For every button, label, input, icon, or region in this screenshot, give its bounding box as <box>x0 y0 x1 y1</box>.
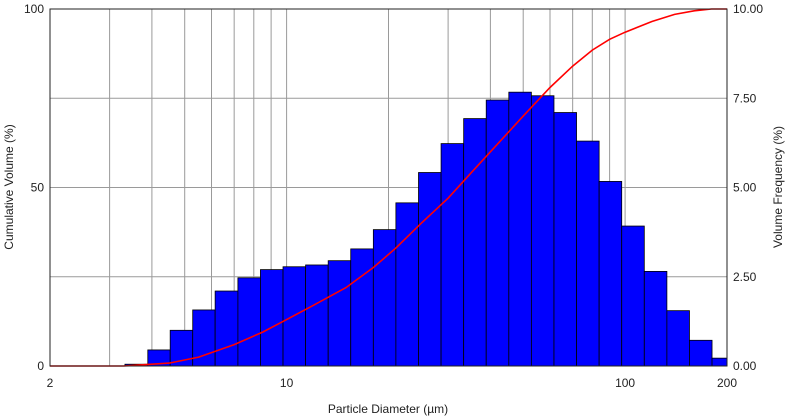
frequency-bar <box>598 181 623 367</box>
frequency-bar <box>711 357 728 367</box>
x-tick-label: 2 <box>47 376 54 390</box>
cumulative-volume-line <box>50 8 727 367</box>
right-y-axis-title: Volume Frequency (%) <box>771 126 785 248</box>
frequency-bar <box>576 140 600 367</box>
frequency-bars <box>124 91 728 367</box>
x-axis-title: Particle Diameter (µm) <box>328 402 448 416</box>
left-y-axis-title: Cumulative Volume (%) <box>2 124 16 249</box>
left-y-tick-labels: 0 50 100 <box>24 2 44 373</box>
right-y-tick-label: 0.00 <box>733 359 757 373</box>
frequency-bar <box>418 172 442 367</box>
frequency-bar <box>395 202 419 367</box>
frequency-bar <box>508 91 532 367</box>
frequency-bar <box>621 225 645 367</box>
frequency-bar <box>463 118 487 367</box>
frequency-bar <box>327 260 352 367</box>
right-y-tick-labels: 0.00 2.50 5.00 7.50 10.00 <box>733 2 763 373</box>
right-y-tick-label: 2.50 <box>733 270 757 284</box>
frequency-bar <box>553 112 577 367</box>
left-y-tick-label: 50 <box>31 181 45 195</box>
x-tick-label: 200 <box>717 376 737 390</box>
right-y-tick-label: 10.00 <box>733 2 763 16</box>
plot-area-frame <box>49 8 728 367</box>
x-tick-label: 100 <box>615 376 635 390</box>
cumulative-curve <box>50 8 727 367</box>
frequency-bar <box>305 264 329 367</box>
frequency-bar <box>666 310 690 367</box>
frequency-bar <box>485 99 510 367</box>
frequency-bar <box>260 269 284 367</box>
left-y-tick-label: 0 <box>37 359 44 373</box>
right-y-tick-label: 7.50 <box>733 91 757 105</box>
frequency-bar <box>643 270 668 367</box>
right-y-tick-label: 5.00 <box>733 181 757 195</box>
frequency-bar <box>214 290 239 367</box>
x-tick-labels: 2 10 100 200 <box>47 376 738 390</box>
frequency-bar <box>237 277 261 367</box>
x-tick-label: 10 <box>280 376 294 390</box>
frequency-bar <box>440 143 465 367</box>
left-y-tick-label: 100 <box>24 2 44 16</box>
frequency-bar <box>689 339 713 367</box>
frequency-bar <box>350 248 374 367</box>
frequency-bar <box>530 95 555 367</box>
